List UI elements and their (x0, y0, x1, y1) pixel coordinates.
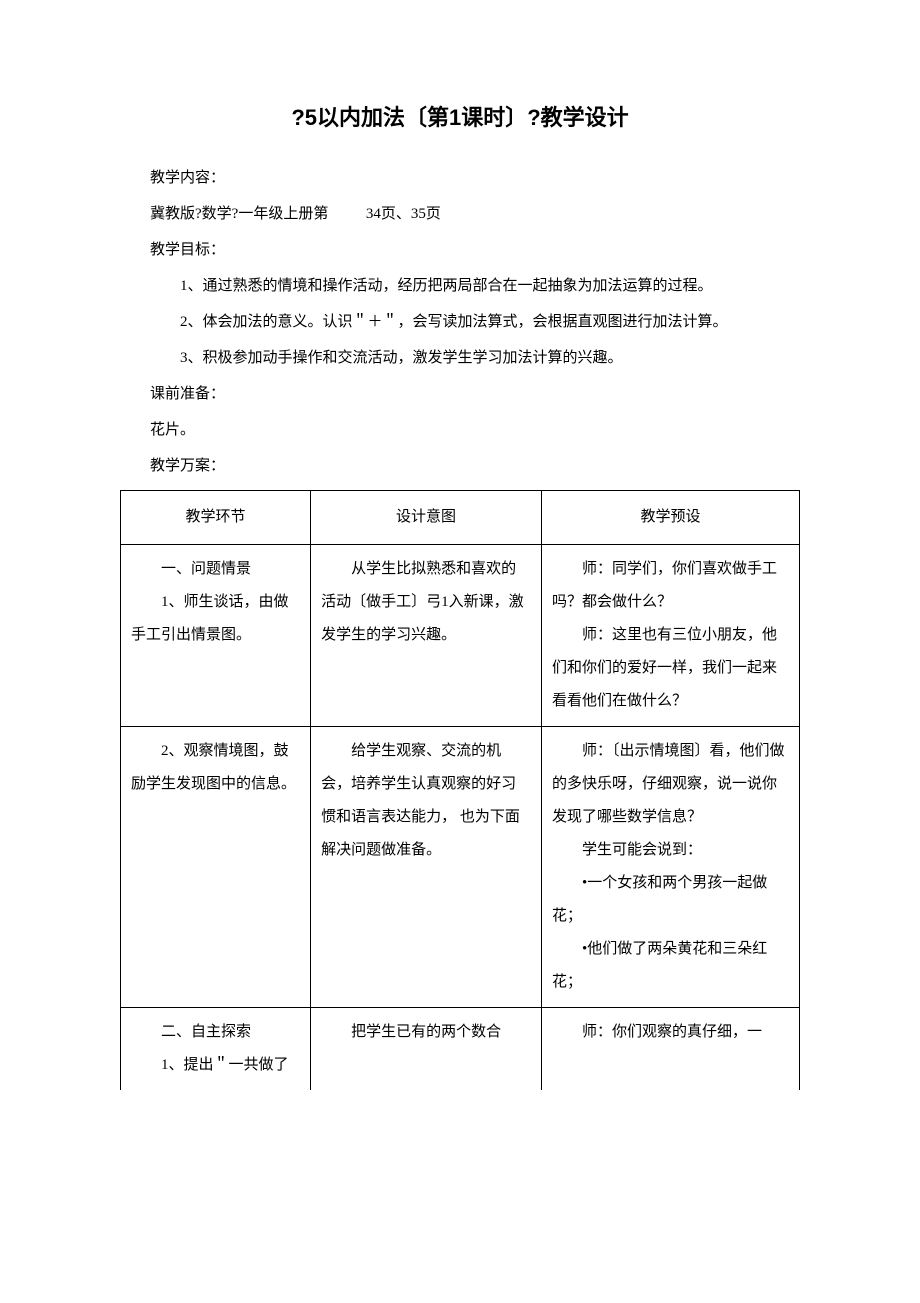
header-col2: 设计意图 (311, 491, 542, 545)
cell-r1c2: 从学生比拟熟悉和喜欢的活动〔做手工〕弓1入新课，激发学生的学习兴趣。 (311, 545, 542, 727)
table-row: 二、自主探索 1、提出＂一共做了 把学生已有的两个数合 师：你们观察的真仔细，一 (121, 1008, 800, 1091)
cell-text: 1、师生谈话，由做手工引出情景图。 (131, 586, 300, 652)
cell-text: 师：同学们，你们喜欢做手工吗？都会做什么？ (552, 553, 789, 619)
cell-text: 给学生观察、交流的机会，培养学生认真观察的好习惯和语言表达能力， 也为下面解决问… (321, 735, 531, 867)
cell-r2c2: 给学生观察、交流的机会，培养学生认真观察的好习惯和语言表达能力， 也为下面解决问… (311, 727, 542, 1008)
goal-item-1: 1、通过熟悉的情境和操作活动，经历把两局部合在一起抽象为加法运算的过程。 (120, 268, 800, 304)
cell-r3c1: 二、自主探索 1、提出＂一共做了 (121, 1008, 311, 1091)
lesson-table: 教学环节 设计意图 教学预设 一、问题情景 1、师生谈话，由做手工引出情景图。 … (120, 490, 800, 1090)
goal-item-3: 3、积极参加动手操作和交流活动，激发学生学习加法计算的兴趣。 (120, 340, 800, 376)
cell-text: 1、提出＂一共做了 (131, 1049, 300, 1082)
cell-bullet: •他们做了两朵黄花和三朵红花； (552, 933, 789, 999)
cell-r1c1: 一、问题情景 1、师生谈话，由做手工引出情景图。 (121, 545, 311, 727)
content-body: 冀教版?数学?一年级上册第 34页、35页 (120, 196, 800, 232)
cell-text: 师：〔出示情境图〕看，他们做的多快乐呀，仔细观察，说一说你发现了哪些数学信息？ (552, 735, 789, 834)
header-col3: 教学预设 (541, 491, 799, 545)
goal-text-1: 通过熟悉的情境和操作活动，经历把两局部合在一起抽象为加法运算的过程。 (203, 278, 713, 294)
cell-r2c1: 2、观察情境图，鼓励学生发现图中的信息。 (121, 727, 311, 1008)
prep-body: 花片。 (120, 412, 800, 448)
cell-text: 师：你们观察的真仔细，一 (552, 1016, 789, 1049)
table-row: 一、问题情景 1、师生谈话，由做手工引出情景图。 从学生比拟熟悉和喜欢的活动〔做… (121, 545, 800, 727)
table-header-row: 教学环节 设计意图 教学预设 (121, 491, 800, 545)
table-body: 一、问题情景 1、师生谈话，由做手工引出情景图。 从学生比拟熟悉和喜欢的活动〔做… (121, 545, 800, 1091)
table-row: 2、观察情境图，鼓励学生发现图中的信息。 给学生观察、交流的机会，培养学生认真观… (121, 727, 800, 1008)
document-title: ?5以内加法〔第1课时〕?教学设计 (120, 100, 800, 132)
prep-label: 课前准备： (120, 376, 800, 412)
goal-num-2: 2、 (150, 304, 203, 340)
cell-text: 学生可能会说到： (552, 834, 789, 867)
content-label: 教学内容： (120, 160, 800, 196)
goal-text-3: 积极参加动手操作和交流活动，激发学生学习加法计算的兴趣。 (203, 350, 623, 366)
cell-r2c3: 师：〔出示情境图〕看，他们做的多快乐呀，仔细观察，说一说你发现了哪些数学信息？ … (541, 727, 799, 1008)
header-col1: 教学环节 (121, 491, 311, 545)
cell-r3c3: 师：你们观察的真仔细，一 (541, 1008, 799, 1091)
goal-num-3: 3、 (150, 340, 203, 376)
cell-text: 二、自主探索 (131, 1016, 300, 1049)
cell-text: 从学生比拟熟悉和喜欢的活动〔做手工〕弓1入新课，激发学生的学习兴趣。 (321, 553, 531, 652)
cell-text: 把学生已有的两个数合 (321, 1016, 531, 1049)
cell-r1c3: 师：同学们，你们喜欢做手工吗？都会做什么？ 师：这里也有三位小朋友，他们和你们的… (541, 545, 799, 727)
goal-text-2: 体会加法的意义。认识＂＋＂，会写读加法算式，会根据直观图进行加法计算。 (203, 314, 728, 330)
content-pages: 34页、35页 (366, 206, 441, 222)
goal-item-2: 2、体会加法的意义。认识＂＋＂，会写读加法算式，会根据直观图进行加法计算。 (120, 304, 800, 340)
cell-r3c2: 把学生已有的两个数合 (311, 1008, 542, 1091)
plan-label: 教学万案： (120, 448, 800, 484)
goal-num-1: 1、 (150, 268, 203, 304)
content-text: 冀教版?数学?一年级上册第 (150, 206, 328, 222)
cell-bullet: •一个女孩和两个男孩一起做花； (552, 867, 789, 933)
goals-label: 教学目标： (120, 232, 800, 268)
cell-text: 师：这里也有三位小朋友，他们和你们的爱好一样，我们一起来看看他们在做什么？ (552, 619, 789, 718)
cell-text: 一、问题情景 (131, 553, 300, 586)
cell-text: 2、观察情境图，鼓励学生发现图中的信息。 (131, 735, 300, 801)
